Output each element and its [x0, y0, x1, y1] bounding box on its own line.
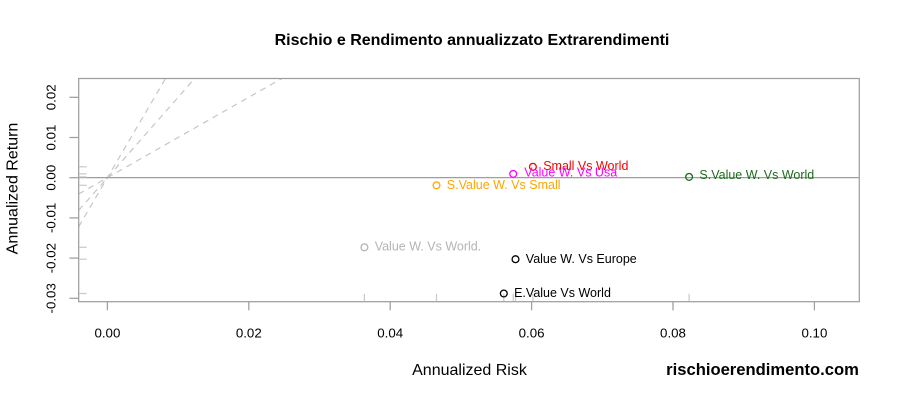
svg-text:Small Vs World: Small Vs World — [543, 159, 628, 173]
svg-text:0.02: 0.02 — [236, 325, 262, 340]
svg-text:rischioerendimento.com: rischioerendimento.com — [666, 360, 859, 379]
svg-text:0.04: 0.04 — [377, 325, 403, 340]
svg-text:0.08: 0.08 — [660, 325, 686, 340]
svg-text:0.10: 0.10 — [801, 325, 827, 340]
svg-text:-0.03: -0.03 — [44, 283, 59, 313]
svg-text:Value W. Vs Europe: Value W. Vs Europe — [526, 252, 637, 266]
svg-text:0.01: 0.01 — [44, 125, 59, 151]
svg-text:0.00: 0.00 — [94, 325, 120, 340]
svg-text:Value W. Vs Usa: Value W. Vs Usa — [524, 166, 617, 180]
svg-text:0.00: 0.00 — [44, 165, 59, 191]
svg-text:0.06: 0.06 — [519, 325, 545, 340]
svg-text:-0.01: -0.01 — [44, 203, 59, 233]
svg-text:Annualized Return: Annualized Return — [4, 123, 21, 255]
svg-text:Rischio e Rendimento annualizz: Rischio e Rendimento annualizzato Extrar… — [275, 32, 670, 49]
svg-text:S.Value W. Vs World: S.Value W. Vs World — [699, 168, 814, 182]
svg-text:Annualized Risk: Annualized Risk — [412, 362, 528, 379]
svg-text:E.Value Vs World: E.Value Vs World — [514, 286, 611, 300]
svg-text:0.02: 0.02 — [44, 84, 59, 110]
svg-text:-0.02: -0.02 — [44, 243, 59, 273]
svg-text:Value W. Vs World.: Value W. Vs World. — [375, 239, 482, 253]
svg-text:S.Value W. Vs Small: S.Value W. Vs Small — [447, 178, 561, 192]
